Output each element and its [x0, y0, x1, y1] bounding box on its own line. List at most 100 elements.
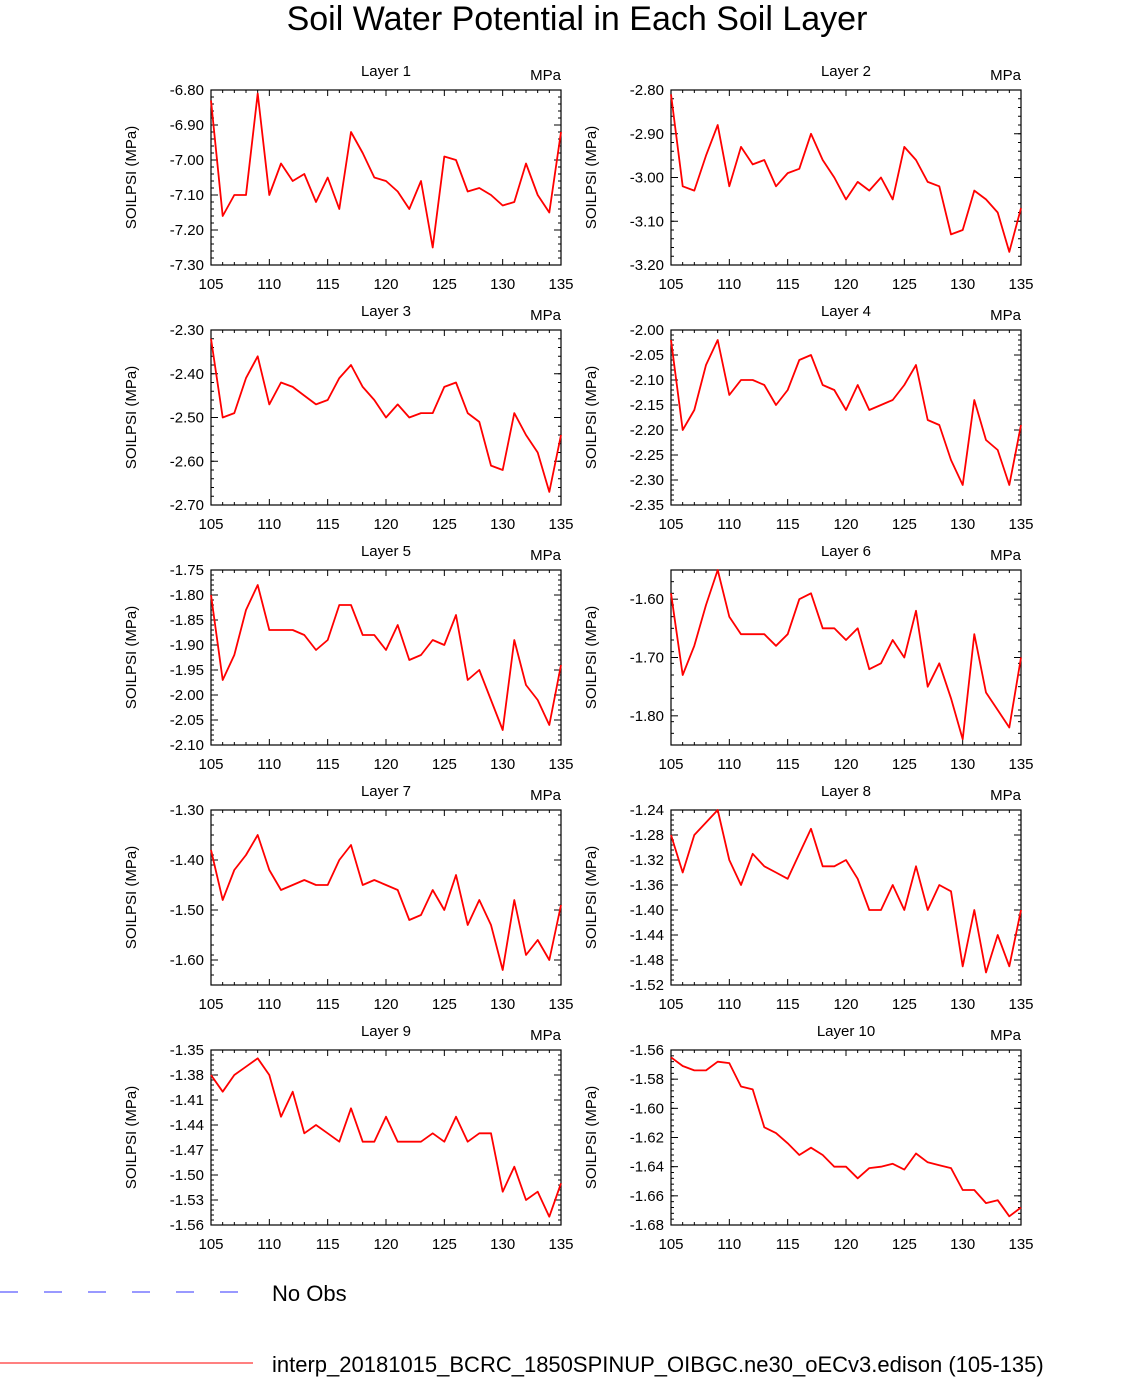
- y-tick-label: -1.24: [630, 802, 664, 819]
- y-tick-label: -7.30: [170, 257, 204, 274]
- panel-title: Layer 6: [821, 543, 871, 560]
- panels-group: 105 110 115 120 125 130 135 -6.80 -6.90 -7.00 -7.1…: [123, 63, 1034, 1253]
- x-tick-label: 125: [892, 516, 917, 533]
- y-tick-label: -7.20: [170, 222, 204, 239]
- y-tick-label: -1.53: [170, 1192, 204, 1209]
- plot-frame: [210, 809, 562, 986]
- y-tick-label: -2.60: [170, 453, 204, 470]
- units-label: MPa: [530, 787, 562, 804]
- x-tick-label: 105: [658, 1236, 683, 1253]
- y-tick-label: -1.60: [170, 952, 204, 969]
- plot-frame: [670, 89, 1022, 266]
- y-axis-label: SOILPSI (MPa): [123, 366, 140, 469]
- plot-frame: [210, 569, 562, 746]
- y-tick-label: -1.85: [170, 612, 204, 629]
- x-tick-label: 135: [548, 1236, 573, 1253]
- y-tick-label: -1.36: [630, 877, 664, 894]
- y-tick-label: -1.40: [170, 852, 204, 869]
- x-tick-label: 120: [373, 1236, 398, 1253]
- units-label: MPa: [990, 307, 1022, 324]
- y-tick-label: -7.10: [170, 187, 204, 204]
- x-tick-label: 110: [257, 996, 281, 1013]
- series-line: [210, 92, 562, 249]
- x-tick-label: 110: [257, 516, 281, 533]
- x-tick-label: 115: [776, 996, 800, 1013]
- series-line: [670, 569, 1022, 741]
- panel-layer-7: 105 110 115 120 125 130 135 -1.30 -1.40 -1.50 -1.6…: [123, 783, 574, 1013]
- x-tick-label: 105: [658, 756, 683, 773]
- panel-layer-3: 105 110 115 120 125 130 135 -2.30 -2.40 -2.50 -2.6…: [123, 303, 574, 533]
- x-tick-label: 110: [717, 1236, 741, 1253]
- x-tick-label: 105: [198, 756, 223, 773]
- y-tick-label: -2.35: [630, 497, 664, 514]
- series-line: [670, 809, 1022, 974]
- y-tick-label: -2.25: [630, 447, 664, 464]
- x-tick-label: 105: [658, 276, 683, 293]
- panel-layer-9: 105 110 115 120 125 130 135 -1.35 -1.38 -1.41 -1.4…: [123, 1023, 574, 1253]
- panel-title: Layer 1: [361, 63, 411, 80]
- units-label: MPa: [530, 307, 562, 324]
- y-tick-label: -2.05: [630, 347, 664, 364]
- x-tick-label: 135: [1008, 1236, 1033, 1253]
- x-tick-label: 130: [950, 516, 975, 533]
- x-tick-label: 125: [432, 1236, 457, 1253]
- x-tick-label: 120: [373, 756, 398, 773]
- x-tick-label: 120: [833, 516, 858, 533]
- x-tick-label: 120: [833, 756, 858, 773]
- x-tick-label: 130: [950, 996, 975, 1013]
- y-tick-label: -1.35: [170, 1042, 204, 1059]
- panel-title: Layer 5: [361, 543, 411, 560]
- panel-title: Layer 8: [821, 783, 871, 800]
- x-tick-label: 135: [1008, 996, 1033, 1013]
- y-axis-label: SOILPSI (MPa): [123, 846, 140, 949]
- y-tick-label: -1.50: [170, 1167, 204, 1184]
- y-tick-label: -2.05: [170, 712, 204, 729]
- y-tick-label: -3.00: [630, 170, 664, 187]
- x-tick-label: 120: [833, 276, 858, 293]
- x-tick-label: 125: [432, 996, 457, 1013]
- y-tick-label: -1.44: [630, 927, 664, 944]
- series-line: [210, 584, 562, 731]
- x-tick-label: 110: [717, 516, 741, 533]
- series-line: [670, 94, 1022, 253]
- x-tick-label: 135: [1008, 756, 1033, 773]
- y-tick-label: -2.40: [170, 366, 204, 383]
- x-tick-label: 130: [950, 1236, 975, 1253]
- units-label: MPa: [990, 787, 1022, 804]
- panel-layer-6: 105 110 115 120 125 130 135 -1.60 -1.70 -1.80 SOIL…: [583, 543, 1034, 773]
- y-tick-label: -1.41: [170, 1092, 204, 1109]
- plot-frame: [210, 89, 562, 266]
- y-tick-label: -1.70: [630, 650, 664, 667]
- x-tick-label: 115: [316, 516, 340, 533]
- units-label: MPa: [530, 1027, 562, 1044]
- x-tick-label: 120: [373, 276, 398, 293]
- y-axis-label: SOILPSI (MPa): [583, 126, 600, 229]
- y-tick-label: -6.90: [170, 117, 204, 134]
- y-tick-label: -1.80: [170, 587, 204, 604]
- y-tick-label: -1.28: [630, 827, 664, 844]
- y-tick-label: -2.00: [630, 322, 664, 339]
- y-tick-label: -1.30: [170, 802, 204, 819]
- x-tick-label: 110: [257, 276, 281, 293]
- x-tick-label: 105: [198, 516, 223, 533]
- y-tick-label: -1.66: [630, 1188, 664, 1205]
- x-tick-label: 105: [198, 996, 223, 1013]
- y-tick-label: -2.20: [630, 422, 664, 439]
- x-tick-label: 115: [316, 996, 340, 1013]
- x-tick-label: 115: [776, 756, 800, 773]
- x-tick-label: 135: [548, 756, 573, 773]
- y-axis-label: SOILPSI (MPa): [123, 1086, 140, 1189]
- x-tick-label: 115: [316, 1236, 340, 1253]
- panel-title: Layer 2: [821, 63, 871, 80]
- plot-frame: [670, 329, 1022, 506]
- y-axis-label: SOILPSI (MPa): [583, 1086, 600, 1189]
- y-tick-label: -1.32: [630, 852, 664, 869]
- panel-layer-4: 105 110 115 120 125 130 135 -2.00 -2.05 -2.10 -2.1…: [583, 303, 1034, 533]
- x-tick-label: 105: [658, 516, 683, 533]
- x-tick-label: 115: [776, 516, 800, 533]
- panel-layer-8: 105 110 115 120 125 130 135 -1.24 -1.28 -1.32 -1.3…: [583, 783, 1034, 1013]
- x-tick-label: 130: [490, 756, 515, 773]
- x-tick-label: 110: [717, 276, 741, 293]
- x-tick-label: 125: [892, 276, 917, 293]
- y-tick-label: -1.58: [630, 1071, 664, 1088]
